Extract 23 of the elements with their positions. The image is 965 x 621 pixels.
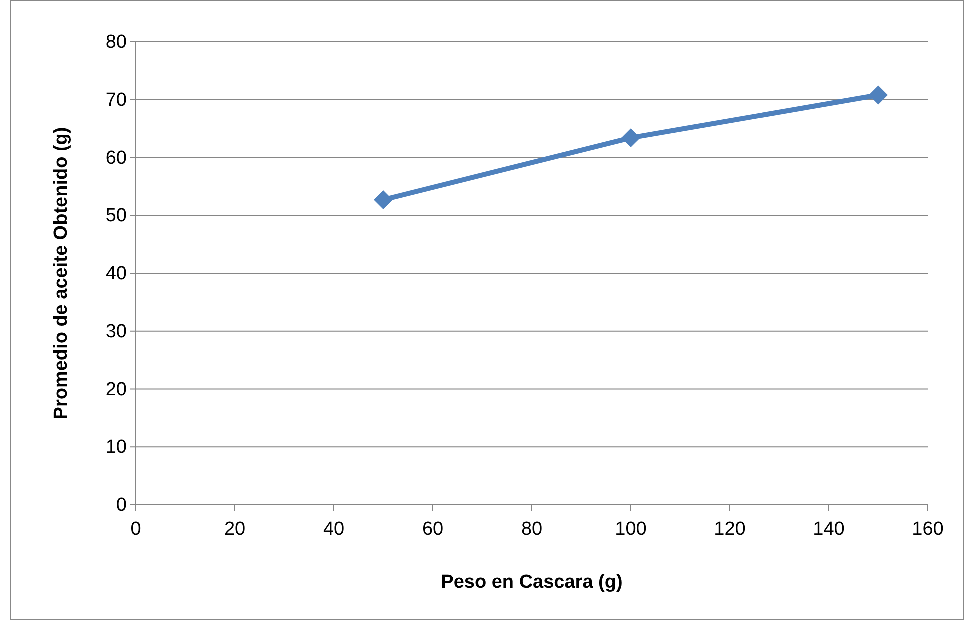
point [622,128,640,148]
x-tick-label: 0 [130,518,142,540]
x-tick-label: 160 [912,518,944,540]
x-tick-label: 80 [521,518,543,540]
x-tick-label: 20 [224,518,246,540]
y-tick-label: 30 [106,321,127,342]
y-tick-label: 40 [106,264,127,285]
x-tick-label: 140 [813,518,845,540]
x-tick-label: 120 [714,518,746,540]
y-tick-label: 70 [106,90,127,111]
x-tick-label: 60 [422,518,444,540]
y-tick-label: 10 [106,437,127,458]
y-tick-label: 20 [106,379,127,400]
y-axis-title: Promedio de aceite Obtenido (g) [51,127,72,420]
point [374,190,393,210]
x-tick-label: 40 [323,518,345,540]
x-tick-label: 100 [615,518,647,540]
y-tick-label: 50 [106,206,127,227]
y-tick-label: 0 [116,495,127,516]
x-axis-title: Peso en Cascara (g) [441,572,623,593]
y-tick-label: 80 [106,32,127,54]
y-tick-label: 60 [106,148,127,169]
point [869,86,888,105]
